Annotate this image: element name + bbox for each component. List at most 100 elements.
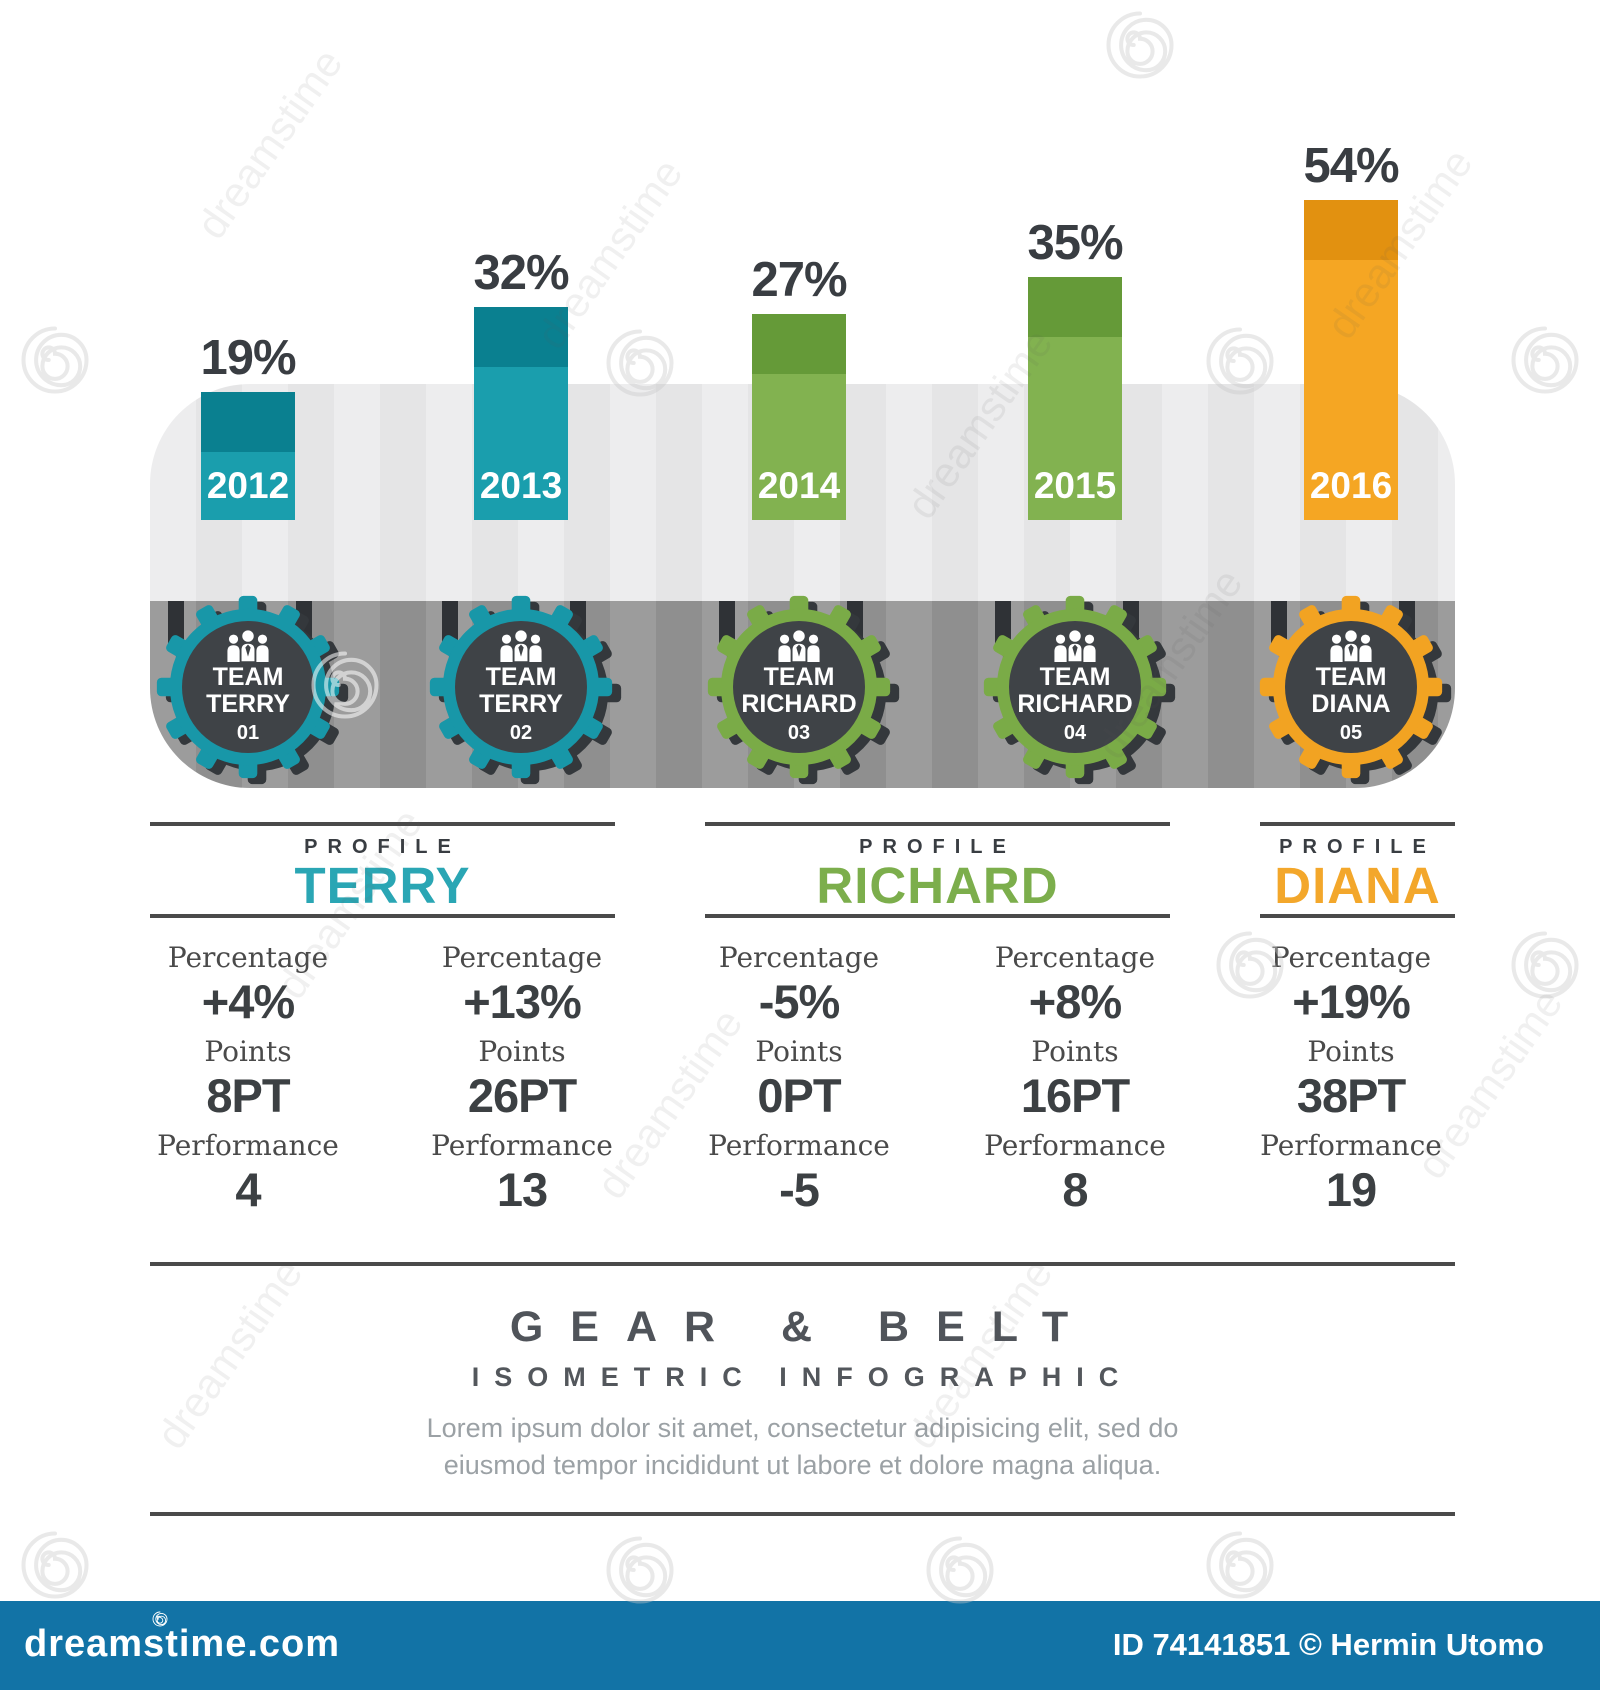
description-line-2: eiusmod tempor incididunt ut labore et d… (443, 1450, 1162, 1480)
stats-column-02: Percentage +13% Points 26PT Performance … (392, 938, 652, 1222)
profile-diana-eyebrow: PROFILE (1279, 836, 1436, 858)
stat-value-performance: 19 (1325, 1163, 1377, 1216)
bar-2013-value-label: 32% (473, 246, 569, 300)
profile-terry-top-rule (150, 822, 615, 826)
stats-column-03: Percentage -5% Points 0PT Performance -5 (669, 938, 929, 1222)
gear-05-face: TEAM DIANA 05 (1285, 621, 1417, 753)
gear-number: 02 (509, 721, 533, 744)
stat-label-percentage: Percentage (718, 941, 880, 974)
bar-2012-value-label: 19% (200, 331, 296, 385)
stat-value-percentage: +19% (1292, 975, 1411, 1028)
team-people-icon (225, 630, 271, 662)
stat-label-points: Points (1031, 1035, 1119, 1068)
bar-2014: 2014 (752, 314, 846, 520)
gear-shadow-tooth (1271, 601, 1287, 645)
image-credit: ID 74141851 © Hermin Utomo (1112, 1627, 1544, 1662)
gear-team-word: TEAM (485, 662, 557, 691)
gear-03: TEAM RICHARD 03 (706, 594, 892, 780)
profile-diana-bottom-rule (1260, 914, 1455, 918)
gear-team-name: TERRY (206, 689, 290, 718)
gear-01-face: TEAM TERRY 01 (182, 621, 314, 753)
gear-05: TEAM DIANA 05 (1258, 594, 1444, 780)
stat-value-points: 8PT (206, 1069, 290, 1122)
stat-value-performance: 8 (1062, 1163, 1088, 1216)
bar-2012: 2012 (201, 392, 295, 520)
stat-value-points: 16PT (1020, 1069, 1130, 1122)
stats-column-04: Percentage +8% Points 16PT Performance 8 (945, 938, 1205, 1222)
gear-number: 05 (1339, 721, 1363, 744)
bar-2016-year-label: 2016 (1309, 465, 1393, 506)
description-text: Lorem ipsum dolor sit amet, consectetur … (150, 1410, 1455, 1484)
stat-value-performance: 13 (496, 1163, 548, 1216)
bar-2015-cap (1028, 277, 1122, 337)
gear-team-name: RICHARD (1017, 689, 1133, 718)
profile-diana-name: DIANA (1274, 857, 1441, 914)
stat-label-percentage: Percentage (1270, 941, 1432, 974)
stat-value-performance: -5 (779, 1163, 820, 1216)
bar-2015-year-label: 2015 (1033, 465, 1117, 506)
profile-terry-eyebrow: PROFILE (304, 836, 461, 858)
team-people-icon (1328, 630, 1374, 662)
stock-site-footer-bar: dreamstime.com ID 74141851 © Hermin Utom… (0, 1601, 1600, 1690)
gear-team-word: TEAM (763, 662, 835, 691)
bar-2014-year-label: 2014 (757, 465, 841, 506)
profile-richard-bottom-rule (705, 914, 1170, 918)
stat-value-points: 26PT (467, 1069, 577, 1122)
stats-column-05: Percentage +19% Points 38PT Performance … (1221, 938, 1481, 1222)
stat-label-points: Points (755, 1035, 843, 1068)
stat-value-percentage: -5% (758, 975, 841, 1028)
profile-richard-eyebrow: PROFILE (859, 836, 1016, 858)
gear-number: 04 (1063, 721, 1087, 744)
bar-2013-cap (474, 307, 568, 367)
dreamstime-logo[interactable]: dreamstime.com (24, 1623, 341, 1665)
bar-2014-cap (752, 314, 846, 374)
profile-terry-bottom-rule (150, 914, 615, 918)
stat-label-points: Points (204, 1035, 292, 1068)
gear-team-name: DIANA (1311, 689, 1391, 718)
gear-team-word: TEAM (1039, 662, 1111, 691)
page-title: GEAR & BELT (509, 1303, 1096, 1351)
dreamstime-spiral-icon (150, 1609, 170, 1629)
gear-team-name: RICHARD (741, 689, 857, 718)
watermark-spiral-icon (10, 1520, 100, 1610)
gear-shadow-tooth (442, 601, 458, 645)
gear-shadow-tooth (719, 601, 735, 645)
profile-diana-top-rule (1260, 822, 1455, 826)
stat-label-performance: Performance (708, 1129, 890, 1162)
gear-02: TEAM TERRY 02 (428, 594, 614, 780)
stats-column-01: Percentage +4% Points 8PT Performance 4 (118, 938, 378, 1222)
gear-02-face: TEAM TERRY 02 (455, 621, 587, 753)
bar-2015: 2015 (1028, 277, 1122, 520)
gear-team-name: TERRY (479, 689, 563, 718)
page-subtitle: ISOMETRIC INFOGRAPHIC (471, 1362, 1134, 1392)
stat-value-percentage: +4% (201, 975, 295, 1028)
stat-label-performance: Performance (157, 1129, 339, 1162)
gear-number: 01 (236, 721, 260, 744)
bar-2015-value-label: 35% (1027, 216, 1123, 270)
stat-value-points: 0PT (757, 1069, 841, 1122)
gear-04: TEAM RICHARD 04 (982, 594, 1168, 780)
stat-label-percentage: Percentage (441, 941, 603, 974)
stat-label-performance: Performance (431, 1129, 613, 1162)
gear-04-face: TEAM RICHARD 04 (1009, 621, 1141, 753)
gear-03-face: TEAM RICHARD 03 (733, 621, 865, 753)
team-people-icon (1052, 630, 1098, 662)
stat-value-percentage: +13% (463, 975, 582, 1028)
description-line-1: Lorem ipsum dolor sit amet, consectetur … (426, 1413, 1179, 1443)
title-bottom-rule (150, 1512, 1455, 1516)
bar-2014-value-label: 27% (751, 253, 847, 307)
profile-richard-top-rule (705, 822, 1170, 826)
stat-label-performance: Performance (984, 1129, 1166, 1162)
gear-number: 03 (787, 721, 811, 744)
stat-value-percentage: +8% (1028, 975, 1122, 1028)
bar-2012-year-label: 2012 (206, 465, 290, 506)
gear-shadow-tooth (168, 601, 184, 645)
stat-label-percentage: Percentage (167, 941, 329, 974)
stat-label-percentage: Percentage (994, 941, 1156, 974)
watermark-spiral-icon (1095, 0, 1185, 90)
stat-label-points: Points (1307, 1035, 1395, 1068)
stat-value-points: 38PT (1296, 1069, 1406, 1122)
title-top-rule (150, 1262, 1455, 1266)
gear-team-word: TEAM (1315, 662, 1387, 691)
